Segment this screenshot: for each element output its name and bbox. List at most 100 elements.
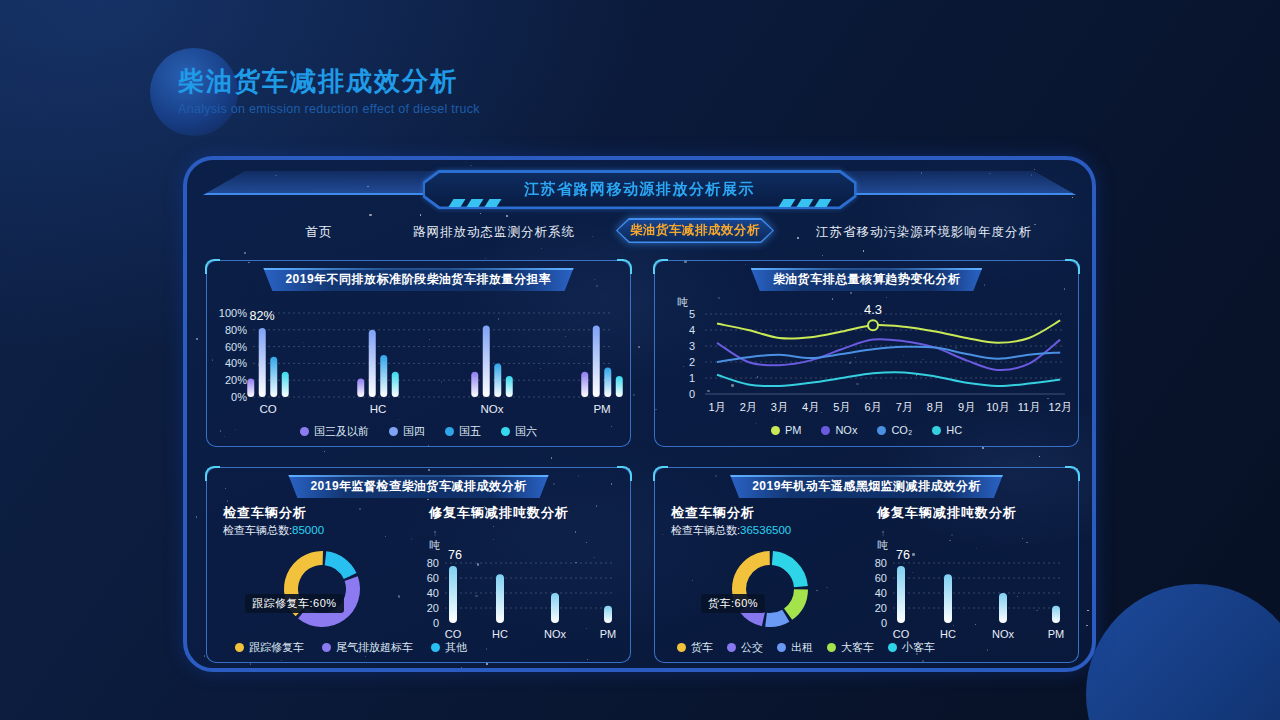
corner-bracket-icon: [617, 466, 632, 481]
legend-dot-icon: [771, 426, 780, 435]
svg-text:20%: 20%: [225, 374, 247, 386]
svg-text:60: 60: [875, 572, 887, 584]
svg-text:CO: CO: [445, 628, 462, 640]
svg-text:100%: 100%: [219, 307, 247, 319]
svg-text:8月: 8月: [927, 401, 944, 413]
svg-text:40: 40: [427, 587, 439, 599]
legend-item[interactable]: 国三及以前: [300, 424, 369, 439]
legend-item[interactable]: 出租: [777, 640, 813, 655]
svg-text:HC: HC: [940, 628, 956, 640]
donut-chart-supervision: [274, 541, 370, 641]
legend-item[interactable]: 国六: [501, 424, 537, 439]
main-banner-title: 江苏省路网移动源排放分析展示: [524, 180, 755, 199]
legend-dot-icon: [300, 427, 309, 436]
nav-tab[interactable]: 首页: [306, 224, 333, 241]
svg-text:7月: 7月: [896, 401, 913, 413]
nav-tab[interactable]: 路网排放动态监测分析系统: [413, 224, 575, 241]
panel-title-remote-sensing: 2019年机动车遥感黑烟监测减排成效分析: [730, 475, 1003, 498]
section-title-inspection: 检查车辆分析: [223, 504, 307, 522]
svg-text:11月: 11月: [1018, 401, 1040, 413]
legend-supervision: 跟踪修复车 尾气排放超标车 其他: [207, 640, 630, 655]
svg-text:40%: 40%: [225, 357, 247, 369]
svg-text:0%: 0%: [231, 391, 247, 403]
legend-item[interactable]: 国五: [445, 424, 481, 439]
section-title-inspection: 检查车辆分析: [671, 504, 755, 522]
legend-item[interactable]: 跟踪修复车: [235, 640, 304, 655]
svg-text:2月: 2月: [740, 401, 757, 413]
legend-item[interactable]: HC: [932, 424, 962, 436]
legend-dot-icon: [677, 643, 686, 652]
dashboard-panel: 江苏省路网移动源排放分析展示 首页 路网排放动态监测分析系统 柴油货车减排成效分析 江…: [183, 156, 1096, 672]
svg-text:1月: 1月: [708, 401, 725, 413]
banner-stripes-right: [781, 199, 829, 207]
nav-tab-active[interactable]: 柴油货车减排成效分析: [616, 218, 774, 243]
section-title-repair: 修复车辆减排吨数分析: [429, 504, 569, 522]
banner-stripes-left: [451, 199, 499, 207]
svg-text:4月: 4月: [802, 401, 819, 413]
legend-item[interactable]: 其他: [431, 640, 467, 655]
svg-text:NOx: NOx: [481, 403, 504, 415]
svg-text:↑: ↑: [433, 530, 438, 538]
legend-item[interactable]: 国四: [389, 424, 425, 439]
page-header: 柴油货车减排成效分析 Analysis on emission reductio…: [178, 64, 480, 116]
legend-dot-icon: [445, 427, 454, 436]
nav-tab[interactable]: 江苏省移动污染源环境影响年度分析: [816, 224, 1032, 241]
inspection-total: 检查车辆总数:36536500: [671, 523, 791, 538]
legend-trend: PM NOx CO₂ HC: [655, 424, 1078, 436]
legend-remote: 货车公交出租大客车小客车: [655, 640, 1078, 655]
legend-item[interactable]: 小客车: [888, 640, 935, 655]
legend-item[interactable]: NOx: [821, 424, 857, 436]
corner-bracket-icon: [617, 259, 632, 274]
inspection-total: 检查车辆总数:85000: [223, 523, 324, 538]
corner-bracket-icon: [1065, 259, 1080, 274]
page-title: 柴油货车减排成效分析: [178, 64, 480, 99]
legend-dot-icon: [389, 427, 398, 436]
svg-text:0: 0: [881, 617, 887, 629]
legend-emission-share: 国三及以前 国四 国五 国六: [207, 424, 630, 439]
svg-text:2: 2: [689, 356, 695, 368]
svg-text:9月: 9月: [958, 401, 975, 413]
legend-dot-icon: [932, 426, 941, 435]
svg-text:↑: ↑: [881, 530, 886, 538]
decorative-circle-bottom-right: [1086, 584, 1280, 720]
svg-text:10月: 10月: [986, 401, 1009, 413]
page-subtitle: Analysis on emission reduction effect of…: [178, 102, 480, 116]
legend-dot-icon: [431, 643, 440, 652]
svg-text:76: 76: [448, 548, 462, 562]
legend-item[interactable]: PM: [771, 424, 802, 436]
svg-text:60: 60: [427, 572, 439, 584]
legend-dot-icon: [827, 643, 836, 652]
legend-dot-icon: [727, 643, 736, 652]
section-title-repair: 修复车辆减排吨数分析: [877, 504, 1017, 522]
legend-dot-icon: [821, 426, 830, 435]
donut-callout-remote: 货车:60%: [701, 594, 765, 613]
svg-text:5月: 5月: [833, 401, 850, 413]
svg-text:吨: 吨: [430, 539, 441, 551]
svg-text:HC: HC: [492, 628, 508, 640]
corner-bracket-icon: [653, 466, 668, 481]
legend-dot-icon: [235, 643, 244, 652]
svg-text:20: 20: [875, 602, 887, 614]
svg-text:0: 0: [433, 617, 439, 629]
svg-text:4: 4: [689, 324, 695, 336]
legend-item[interactable]: 大客车: [827, 640, 874, 655]
svg-text:5: 5: [689, 308, 695, 320]
svg-text:3: 3: [689, 340, 695, 352]
legend-dot-icon: [777, 643, 786, 652]
svg-text:20: 20: [427, 602, 439, 614]
svg-text:吨: 吨: [678, 296, 689, 308]
svg-text:3月: 3月: [771, 401, 788, 413]
svg-text:1: 1: [689, 372, 695, 384]
legend-dot-icon: [322, 643, 331, 652]
donut-chart-remote: [722, 541, 818, 641]
svg-text:82%: 82%: [249, 309, 274, 323]
legend-item[interactable]: 货车: [677, 640, 713, 655]
legend-item[interactable]: 尾气排放超标车: [322, 640, 413, 655]
svg-text:HC: HC: [370, 403, 387, 415]
header-wing-left: [203, 171, 453, 195]
legend-item[interactable]: 公交: [727, 640, 763, 655]
panel-title-supervision: 2019年监督检查柴油货车减排成效分析: [288, 475, 548, 498]
header-wing-right: [826, 171, 1076, 195]
legend-item[interactable]: CO₂: [877, 424, 912, 436]
svg-text:CO: CO: [893, 628, 910, 640]
